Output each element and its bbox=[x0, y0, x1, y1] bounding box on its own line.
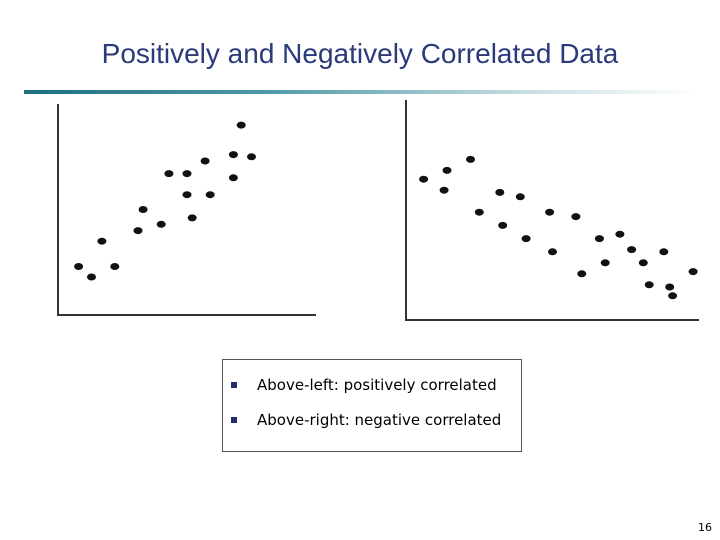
data-point bbox=[87, 273, 96, 281]
data-point bbox=[110, 263, 120, 270]
data-point bbox=[442, 166, 452, 174]
slide-title: Positively and Negatively Correlated Dat… bbox=[101, 38, 619, 69]
caption-box: Above-left: positively correlated Above-… bbox=[222, 359, 522, 452]
bullet-icon bbox=[231, 417, 237, 423]
data-point bbox=[548, 248, 557, 256]
data-point bbox=[419, 175, 429, 183]
data-point bbox=[659, 248, 669, 256]
data-point bbox=[577, 270, 587, 278]
data-point bbox=[688, 268, 698, 276]
data-point bbox=[627, 246, 637, 254]
bullet-icon bbox=[231, 382, 237, 388]
data-point bbox=[164, 170, 174, 178]
data-point bbox=[521, 235, 531, 243]
data-point bbox=[615, 230, 625, 238]
page-number: 16 bbox=[698, 521, 712, 534]
data-point bbox=[97, 237, 107, 245]
caption-item-text: Above-left: positively correlated bbox=[257, 376, 497, 394]
data-point bbox=[594, 235, 604, 243]
title-divider bbox=[24, 90, 700, 94]
data-point bbox=[466, 155, 475, 163]
positive-correlation-plot bbox=[57, 104, 316, 316]
data-point bbox=[515, 193, 525, 201]
data-point bbox=[439, 186, 449, 194]
data-point bbox=[228, 151, 238, 159]
data-point bbox=[600, 259, 610, 267]
data-point bbox=[247, 153, 256, 161]
data-point bbox=[665, 283, 675, 291]
data-point bbox=[495, 188, 505, 196]
data-point bbox=[133, 227, 143, 235]
data-point bbox=[182, 170, 192, 178]
caption-item-text: Above-right: negative correlated bbox=[257, 411, 502, 429]
caption-item: Above-right: negative correlated bbox=[231, 410, 501, 430]
data-point bbox=[182, 191, 192, 199]
data-point bbox=[200, 157, 210, 165]
data-point bbox=[74, 263, 84, 270]
data-point bbox=[236, 121, 246, 129]
data-point bbox=[571, 213, 581, 221]
data-point bbox=[668, 292, 678, 300]
data-point bbox=[638, 259, 648, 267]
data-point bbox=[545, 208, 555, 216]
data-point bbox=[498, 221, 508, 229]
negative-correlation-plot bbox=[405, 100, 699, 321]
data-point bbox=[187, 214, 197, 222]
data-point bbox=[474, 208, 484, 216]
caption-item: Above-left: positively correlated bbox=[231, 375, 497, 395]
data-point bbox=[205, 191, 215, 199]
data-point bbox=[156, 220, 166, 228]
data-point bbox=[228, 174, 238, 182]
data-point bbox=[644, 281, 654, 289]
data-point bbox=[138, 206, 148, 213]
